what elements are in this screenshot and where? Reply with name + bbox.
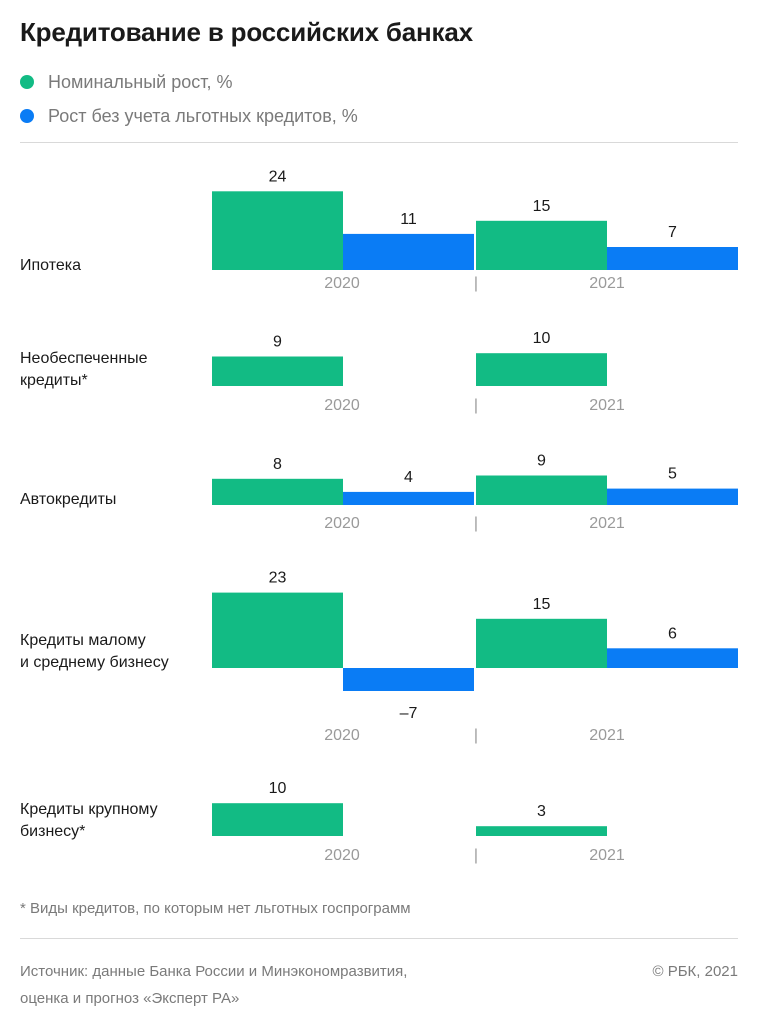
- bar-nominal-2020-g3: [212, 592, 343, 668]
- footnote: * Виды кредитов, по которым нет льготных…: [20, 900, 411, 917]
- bottom-divider: [20, 938, 738, 939]
- top-divider: [20, 142, 738, 143]
- category-label-unsecured: Необеспеченные кредиты*: [20, 350, 148, 389]
- copyright: © РБК, 2021: [652, 963, 738, 980]
- bar-nominal-2020-g0: [212, 191, 343, 270]
- value-label-adjusted-2020-g2: 4: [404, 469, 413, 486]
- bar-nominal-2021-g4: [476, 826, 607, 836]
- legend-label-adjusted: Рост без учета льготных кредитов, %: [48, 105, 358, 126]
- value-label-nominal-2020-g4: 10: [269, 780, 287, 797]
- bar-nominal-2021-g3: [476, 618, 607, 668]
- category-label-mortgage: Ипотека: [20, 257, 82, 274]
- bar-adjusted-2021-g2: [607, 488, 738, 505]
- category-label-sme: Кредиты малому и среднему бизнесу: [20, 632, 169, 671]
- year-separator-g2: |: [474, 515, 478, 532]
- year-label-2021-g2: 2021: [589, 515, 625, 532]
- value-label-nominal-2020-g2: 8: [273, 456, 282, 473]
- bar-adjusted-2020-g3: [343, 668, 474, 691]
- year-separator-g1: |: [474, 397, 478, 414]
- legend-label-nominal: Номинальный рост, %: [48, 71, 233, 92]
- year-label-2021-g4: 2021: [589, 847, 625, 864]
- value-label-adjusted-2021-g3: 6: [668, 625, 677, 642]
- chart-title: Кредитование в российских банках: [20, 17, 473, 47]
- value-label-nominal-2021-g3: 15: [533, 596, 551, 613]
- value-label-nominal-2021-g1: 10: [533, 330, 551, 347]
- bar-nominal-2020-g2: [212, 478, 343, 505]
- value-label-nominal-2021-g0: 15: [533, 198, 551, 215]
- bar-nominal-2020-g4: [212, 803, 343, 836]
- bar-adjusted-2020-g0: [343, 233, 474, 270]
- bar-nominal-2021-g2: [476, 475, 607, 505]
- source-note: Источник: данные Банка России и Минэконо…: [20, 963, 408, 1007]
- legend: Номинальный рост, % Рост без учета льгот…: [20, 70, 358, 138]
- legend-swatch-adjusted: [20, 109, 34, 123]
- value-label-nominal-2021-g4: 3: [537, 803, 546, 820]
- year-label-2021-g0: 2021: [589, 275, 625, 292]
- value-label-nominal-2020-g1: 9: [273, 334, 282, 351]
- value-label-adjusted-2021-g2: 5: [668, 466, 677, 483]
- bar-adjusted-2021-g3: [607, 648, 738, 668]
- year-label-2020-g0: 2020: [324, 275, 360, 292]
- year-label-2020-g2: 2020: [324, 515, 360, 532]
- year-label-2020-g1: 2020: [324, 397, 360, 414]
- legend-swatch-nominal: [20, 75, 34, 89]
- year-label-2021-g1: 2021: [589, 397, 625, 414]
- year-label-2020-g4: 2020: [324, 847, 360, 864]
- value-label-adjusted-2020-g0: 11: [400, 211, 417, 228]
- bar-adjusted-2020-g2: [343, 491, 474, 505]
- value-label-adjusted-2021-g0: 7: [668, 224, 677, 241]
- value-label-nominal-2020-g0: 24: [269, 168, 287, 185]
- legend-item-adjusted: Рост без учета льготных кредитов, %: [20, 104, 358, 128]
- year-label-2020-g3: 2020: [324, 727, 360, 744]
- category-label-auto: Автокредиты: [20, 491, 117, 508]
- value-label-nominal-2020-g3: 23: [269, 570, 287, 587]
- value-label-adjusted-2020-g3: –7: [400, 705, 418, 722]
- bar-nominal-2021-g0: [476, 220, 607, 270]
- legend-item-nominal: Номинальный рост, %: [20, 70, 358, 94]
- year-separator-g0: |: [474, 275, 478, 292]
- year-separator-g3: |: [474, 727, 478, 744]
- bar-nominal-2020-g1: [212, 356, 343, 386]
- year-separator-g4: |: [474, 847, 478, 864]
- bar-adjusted-2021-g0: [607, 247, 738, 270]
- value-label-nominal-2021-g2: 9: [537, 453, 546, 470]
- bar-nominal-2021-g1: [476, 353, 607, 386]
- year-label-2021-g3: 2021: [589, 727, 625, 744]
- category-label-large-business: Кредиты крупному бизнесу*: [20, 801, 158, 840]
